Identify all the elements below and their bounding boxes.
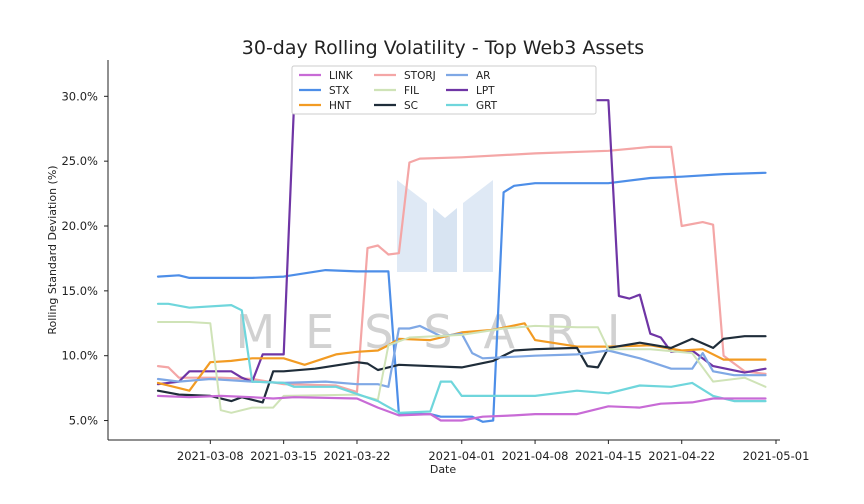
watermark-text: MESSARI (235, 305, 650, 359)
legend-box (291, 65, 597, 115)
y-tick-label: 30.0% (61, 89, 98, 103)
y-tick-label: 25.0% (61, 154, 98, 168)
legend-item-grt: GRT (446, 100, 498, 112)
x-tick-label: 2021-04-08 (502, 449, 569, 463)
x-tick-label: 2021-03-08 (177, 449, 244, 463)
series-line-link (156, 394, 767, 422)
y-tick-label: 10.0% (61, 349, 98, 363)
y-tick-label: 15.0% (61, 284, 98, 298)
legend-label: AR (476, 70, 490, 82)
x-axis-label: Date (430, 463, 457, 476)
x-tick-labels: 2021-03-08 2021-03-15 2021-03-22 2021-04-01… (177, 440, 810, 463)
legend-item-hnt: HNT (299, 100, 352, 112)
y-tick-label: 20.0% (61, 219, 98, 233)
legend: LINK STX HNT STORJ FIL SC AR LPT GRT (291, 65, 597, 115)
y-tick-labels: 5.0% 10.0% 15.0% 20.0% 25.0% 30.0% (61, 89, 108, 428)
legend-item-lpt: LPT (446, 85, 495, 97)
legend-label: LPT (476, 85, 495, 97)
legend-label: FIL (404, 85, 419, 97)
legend-label: HNT (329, 100, 352, 112)
legend-item-storj: STORJ (374, 70, 436, 82)
legend-items: LINK STX HNT STORJ FIL SC AR LPT GRT (299, 70, 498, 112)
legend-label: LINK (329, 70, 354, 82)
series-line-stx (156, 171, 767, 423)
y-tick-label: 5.0% (69, 414, 98, 428)
x-tick-label: 2021-03-22 (324, 449, 391, 463)
series-layer (156, 99, 767, 423)
series-line-fil (157, 321, 767, 414)
x-tick-label: 2021-03-15 (250, 449, 317, 463)
x-tick-label: 2021-04-01 (428, 449, 495, 463)
x-tick-label: 2021-04-15 (575, 449, 642, 463)
messari-watermark: MESSARI (235, 180, 650, 359)
chart-title: 30-day Rolling Volatility - Top Web3 Ass… (242, 37, 644, 59)
legend-item-ar: AR (446, 70, 490, 82)
legend-label: STX (329, 85, 349, 97)
legend-item-sc: SC (374, 100, 418, 112)
x-tick-label: 2021-04-22 (648, 449, 715, 463)
legend-item-fil: FIL (374, 85, 419, 97)
legend-label: SC (404, 100, 418, 112)
x-tick-label: 2021-05-01 (743, 449, 810, 463)
series-line-grt (156, 302, 767, 414)
legend-label: GRT (476, 100, 498, 112)
legend-item-stx: STX (299, 85, 349, 97)
series-line-sc (156, 335, 767, 404)
legend-item-link: LINK (299, 70, 354, 82)
messari-logo-icon (397, 180, 493, 272)
series-line-hnt (156, 322, 767, 392)
y-axis-label: Rolling Standard Deviation (%) (46, 165, 59, 334)
legend-label: STORJ (404, 70, 436, 82)
